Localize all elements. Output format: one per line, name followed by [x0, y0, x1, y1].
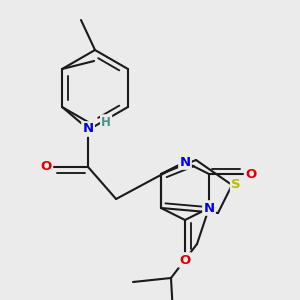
Text: O: O — [40, 160, 52, 173]
Text: H: H — [101, 116, 111, 128]
Text: O: O — [179, 254, 191, 266]
Text: O: O — [245, 167, 256, 181]
Text: N: N — [179, 155, 191, 169]
Text: N: N — [203, 202, 214, 214]
Text: N: N — [82, 122, 94, 136]
Text: S: S — [231, 178, 241, 191]
